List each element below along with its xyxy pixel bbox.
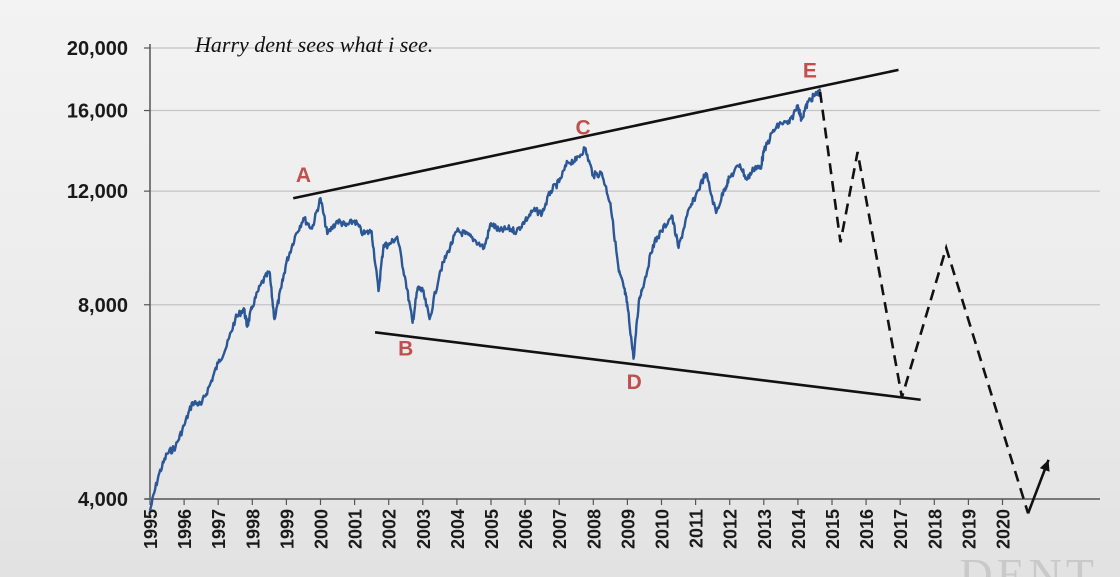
x-tick-label: 2006: [516, 509, 536, 549]
point-label: C: [575, 116, 590, 139]
point-label: B: [398, 337, 413, 360]
series-line: [148, 88, 822, 511]
point-label: D: [627, 371, 642, 394]
y-tick-label: 4,000: [78, 489, 128, 511]
x-tick-label: 2001: [346, 509, 366, 549]
x-tick-label: 2014: [789, 509, 809, 549]
watermark-logo: DENT: [959, 549, 1098, 577]
x-tick-label: 1998: [243, 509, 263, 549]
x-tick-label: 1999: [277, 509, 297, 549]
point-label: A: [296, 164, 311, 187]
x-tick-label: 2012: [721, 509, 741, 549]
x-tick-label: 2020: [994, 509, 1014, 549]
x-tick-label: 2010: [653, 509, 673, 549]
x-tick-label: 2000: [312, 509, 332, 549]
y-tick-label: 8,000: [78, 295, 128, 317]
x-tick-label: 1995: [141, 509, 161, 549]
x-tick-label: 2004: [448, 509, 468, 549]
x-tick-label: 2003: [414, 509, 434, 549]
projection-line: [818, 91, 1030, 514]
x-tick-label: 1996: [175, 509, 195, 549]
x-tick-label: 2005: [482, 509, 502, 549]
projection-arrow-head: [1039, 459, 1050, 472]
x-tick-label: 2008: [584, 509, 604, 549]
trendline: [374, 331, 921, 402]
y-tick-label: 12,000: [67, 181, 128, 203]
x-tick-label: 2002: [380, 509, 400, 549]
x-tick-label: 2011: [687, 509, 707, 548]
x-tick-label: 2018: [925, 509, 945, 549]
chart-title: Harry dent sees what i see.: [194, 32, 433, 57]
x-tick-label: 2016: [857, 509, 877, 549]
x-tick-label: 2007: [550, 509, 570, 549]
trendline: [292, 68, 899, 200]
y-tick-label: 20,000: [67, 38, 128, 60]
y-tick-label: 16,000: [67, 101, 128, 123]
x-tick-label: 2019: [959, 509, 979, 549]
point-label: E: [803, 60, 817, 83]
x-tick-label: 1997: [209, 509, 229, 549]
x-tick-label: 2015: [823, 509, 843, 549]
x-tick-label: 2017: [891, 509, 911, 549]
x-tick-label: 2013: [755, 509, 775, 549]
x-tick-label: 2009: [618, 509, 638, 549]
